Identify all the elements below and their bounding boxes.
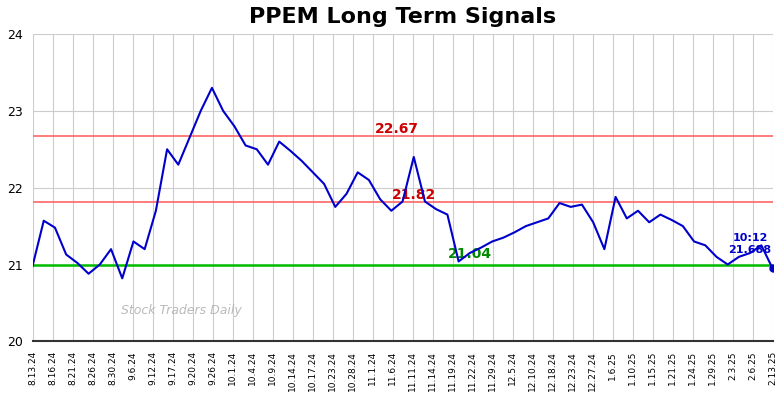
Title: PPEM Long Term Signals: PPEM Long Term Signals: [249, 7, 556, 27]
Text: 22.67: 22.67: [375, 122, 419, 136]
Text: 21.04: 21.04: [448, 248, 492, 261]
Text: 10:12
21.688: 10:12 21.688: [728, 233, 771, 255]
Text: 21.82: 21.82: [392, 187, 436, 201]
Text: Stock Traders Daily: Stock Traders Daily: [122, 304, 242, 317]
